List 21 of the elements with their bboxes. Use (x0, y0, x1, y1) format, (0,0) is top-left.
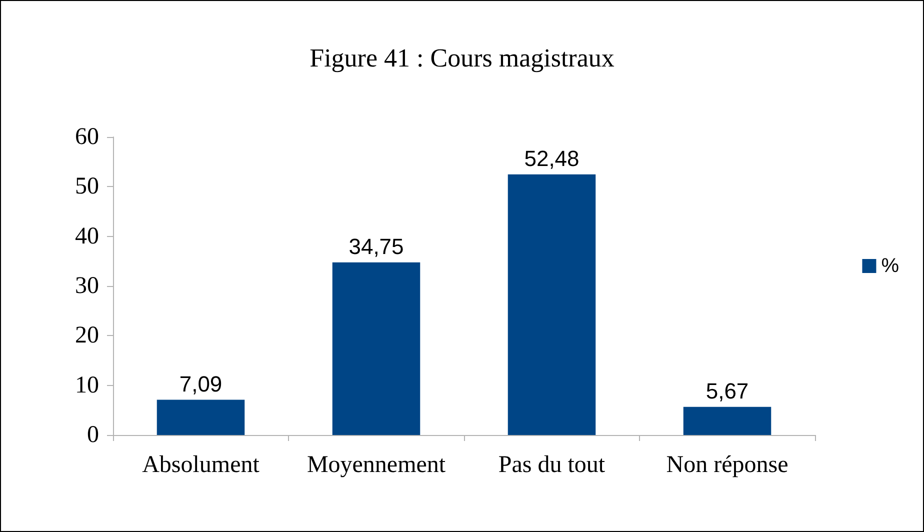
bar (508, 174, 596, 435)
y-tick-label: 20 (75, 322, 99, 349)
y-tick-label: 50 (75, 174, 99, 200)
y-tick-label: 60 (75, 124, 99, 150)
y-tick-label: 40 (75, 223, 99, 250)
legend-label: % (881, 255, 900, 277)
x-tick-label: Absolument (142, 452, 260, 478)
chart-title: Figure 41 : Cours magistraux (310, 44, 614, 72)
y-tick-label: 0 (87, 422, 99, 448)
data-label: 52,48 (524, 146, 580, 171)
bar (156, 400, 245, 435)
data-label: 34,75 (348, 234, 404, 259)
y-tick-label: 30 (75, 273, 99, 299)
y-tick-label: 10 (75, 372, 99, 398)
x-tick-label: Pas du tout (498, 452, 606, 478)
bar (683, 406, 772, 435)
x-tick-label: Non réponse (666, 452, 788, 478)
data-label: 7,09 (179, 371, 222, 396)
x-tick-label: Moyennement (306, 452, 446, 478)
data-label: 5,67 (706, 378, 749, 404)
bar (332, 262, 420, 435)
